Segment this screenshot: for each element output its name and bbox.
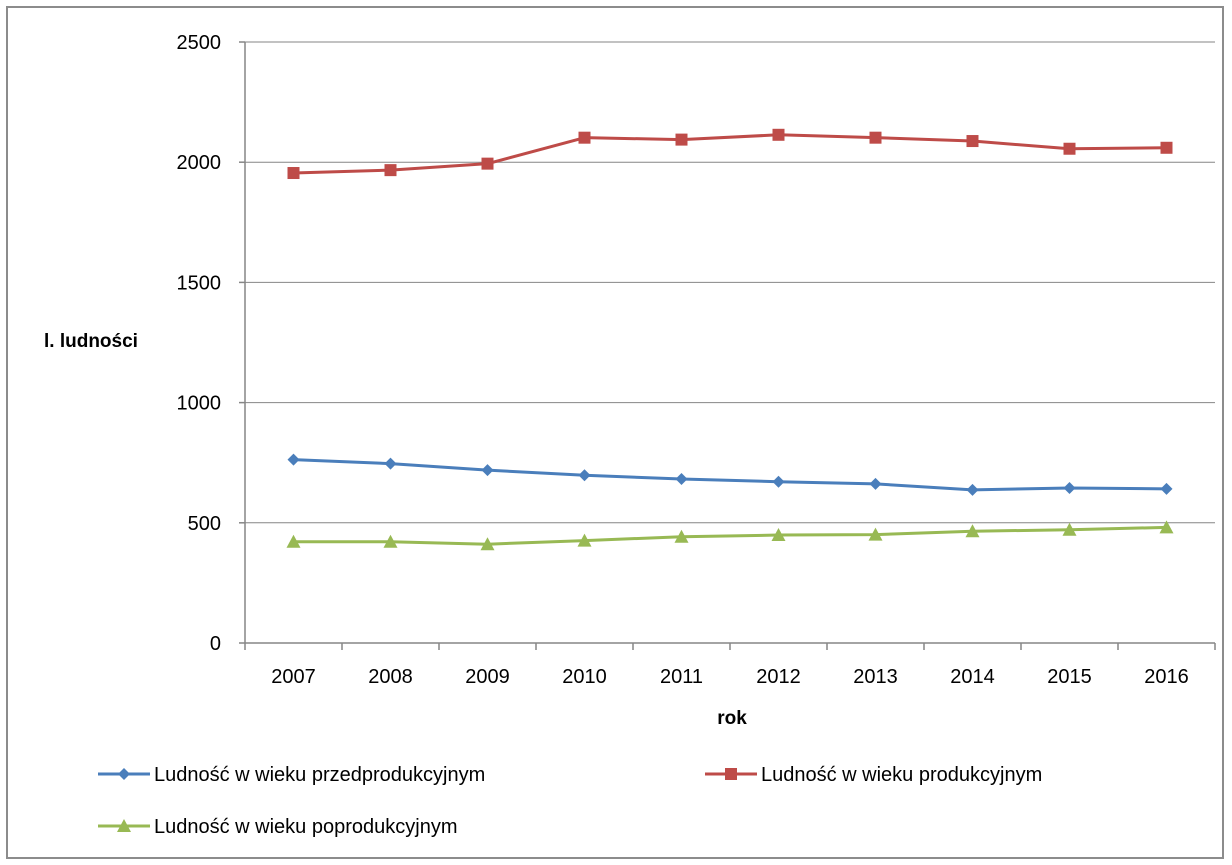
- legend-swatch-marker: [725, 768, 737, 780]
- series-line: [293, 458, 1167, 492]
- data-point: [481, 157, 494, 170]
- legend-swatch-marker: [118, 768, 130, 780]
- data-point: [772, 475, 785, 488]
- data-point: [1159, 520, 1174, 534]
- data-point: [1160, 141, 1173, 154]
- y-tick-labels: 0 500 1000 1500 2000 2500: [177, 32, 222, 655]
- legend-label: Ludność w wieku poprodukcyjnym: [154, 816, 458, 838]
- data-point: [675, 133, 688, 146]
- chart-frame: [6, 6, 1224, 859]
- x-axis-title: rok: [717, 708, 747, 729]
- data-point: [869, 131, 882, 144]
- legend-item: Ludność w wieku poprodukcyjnym: [98, 816, 458, 838]
- y-tick-label: 500: [188, 513, 221, 535]
- x-tick-label: 2008: [368, 666, 413, 688]
- x-tick-label: 2009: [465, 666, 510, 688]
- gridlines: [239, 41, 1216, 650]
- data-point: [480, 537, 495, 551]
- y-tick-label: 1500: [177, 272, 222, 294]
- data-point: [966, 483, 979, 496]
- data-point: [578, 469, 591, 482]
- data-point: [287, 167, 300, 180]
- y-tick-label: 2500: [177, 32, 222, 54]
- data-point: [868, 527, 883, 541]
- data-point: [578, 131, 591, 144]
- series-3: [286, 520, 1174, 551]
- series-line: [293, 525, 1167, 546]
- x-tick-label: 2014: [950, 666, 995, 688]
- data-point: [383, 534, 398, 548]
- data-point: [1160, 482, 1173, 495]
- data-point: [771, 528, 786, 542]
- y-tick-label: 1000: [177, 393, 222, 415]
- legend: Ludność w wieku przedprodukcyjnym Ludność…: [98, 764, 1042, 838]
- series: [286, 128, 1174, 551]
- data-point: [384, 164, 397, 177]
- data-point: [1062, 522, 1077, 536]
- series-2: [287, 128, 1173, 180]
- data-point: [481, 464, 494, 477]
- legend-label: Ludność w wieku przedprodukcyjnym: [154, 764, 485, 786]
- data-point: [1063, 481, 1076, 494]
- legend-item: Ludność w wieku przedprodukcyjnym: [98, 764, 485, 786]
- legend-item: Ludność w wieku produkcyjnym: [705, 764, 1042, 786]
- data-point: [965, 524, 980, 538]
- y-tick-label: 2000: [177, 152, 222, 174]
- data-point: [869, 477, 882, 490]
- x-tick-label: 2007: [271, 666, 316, 688]
- data-point: [1063, 142, 1076, 155]
- axes: [244, 42, 1215, 644]
- legend-swatch-marker: [117, 819, 131, 832]
- x-tick-labels: 2007 2008 2009 2010 2011 2012 2013 2014 2015 2016: [271, 666, 1189, 688]
- x-tick-label: 2010: [562, 666, 607, 688]
- x-tick-label: 2013: [853, 666, 898, 688]
- y-tick-label: 0: [210, 633, 221, 655]
- data-point: [675, 473, 688, 486]
- data-point: [674, 529, 689, 543]
- data-point: [287, 453, 300, 466]
- series-line: [293, 133, 1167, 175]
- x-tick-label: 2011: [660, 666, 703, 688]
- y-axis-title: l. ludności: [44, 331, 138, 352]
- x-tick-label: 2016: [1144, 666, 1189, 688]
- x-tick-label: 2012: [756, 666, 801, 688]
- x-tick-label: 2015: [1047, 666, 1092, 688]
- data-point: [577, 533, 592, 547]
- data-point: [384, 457, 397, 470]
- data-point: [286, 534, 301, 548]
- legend-label: Ludność w wieku produkcyjnym: [761, 764, 1042, 786]
- data-point: [772, 128, 785, 141]
- data-point: [966, 135, 979, 148]
- series-1: [287, 453, 1173, 496]
